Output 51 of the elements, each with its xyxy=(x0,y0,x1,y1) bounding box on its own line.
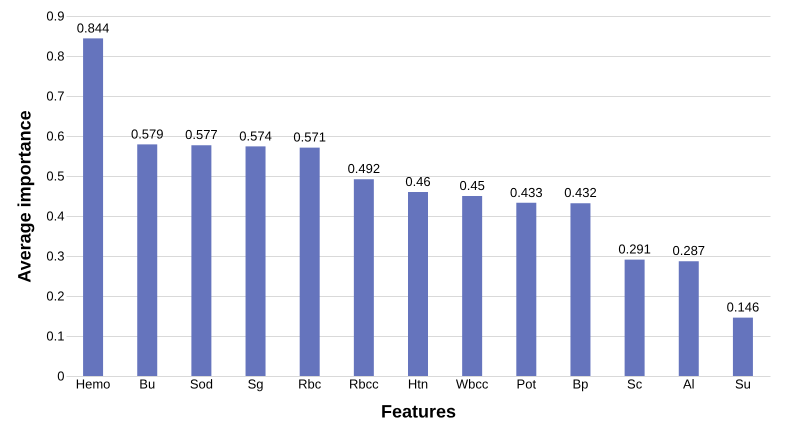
x-tick-label: Pot xyxy=(516,376,536,392)
x-tick-label: Sod xyxy=(190,376,213,392)
bar xyxy=(83,38,104,376)
x-tick-label: Sg xyxy=(248,376,264,392)
data-label: 0.433 xyxy=(510,184,543,200)
data-label: 0.287 xyxy=(672,243,706,258)
data-label: 0.291 xyxy=(618,242,651,257)
y-tick-label: 0.9 xyxy=(46,8,64,24)
y-tick-label: 0.7 xyxy=(46,88,64,104)
bar xyxy=(246,146,266,376)
bar xyxy=(408,192,428,376)
bar xyxy=(624,260,645,376)
x-tick-label: Sc xyxy=(627,376,643,392)
bar xyxy=(300,148,320,376)
y-tick-label: 0.8 xyxy=(46,48,64,64)
y-tick-label: 0 xyxy=(57,368,64,384)
y-tick-label: 0.1 xyxy=(46,328,64,344)
data-label: 0.571 xyxy=(293,130,326,145)
bar xyxy=(678,261,699,376)
x-tick-label: Rbc xyxy=(298,376,322,392)
x-axis-title: Features xyxy=(380,402,456,422)
bar xyxy=(137,144,158,376)
data-label: 0.46 xyxy=(405,174,431,189)
x-tick-label: Al xyxy=(682,376,695,392)
bar xyxy=(516,202,536,376)
x-tick-label: Htn xyxy=(408,376,428,392)
y-tick-label: 0.4 xyxy=(46,208,64,224)
y-tick-label: 0.2 xyxy=(46,288,64,304)
bar xyxy=(191,145,212,376)
bar xyxy=(732,318,753,376)
data-label: 0.579 xyxy=(130,126,164,142)
y-axis-title: Average importance xyxy=(14,110,34,283)
data-label: 0.146 xyxy=(726,300,760,315)
data-label: 0.432 xyxy=(564,185,597,200)
y-tick-label: 0.6 xyxy=(46,128,64,144)
bar xyxy=(570,203,590,376)
data-label: 0.844 xyxy=(76,20,110,36)
data-label: 0.492 xyxy=(348,161,380,176)
x-tick-label: Rbcc xyxy=(349,376,380,392)
x-tick-label: Bp xyxy=(572,376,588,392)
x-tick-label: Hemo xyxy=(76,376,110,392)
x-tick-label: Wbcc xyxy=(456,376,489,392)
y-tick-label: 0.5 xyxy=(46,168,64,184)
x-tick-label: Bu xyxy=(139,376,156,392)
x-tick-label: Su xyxy=(734,376,751,392)
bar xyxy=(462,196,482,376)
data-label: 0.577 xyxy=(185,127,218,142)
y-tick-label: 0.3 xyxy=(46,248,64,264)
data-label: 0.45 xyxy=(460,178,485,193)
data-label: 0.574 xyxy=(239,128,272,144)
bar xyxy=(354,179,374,376)
